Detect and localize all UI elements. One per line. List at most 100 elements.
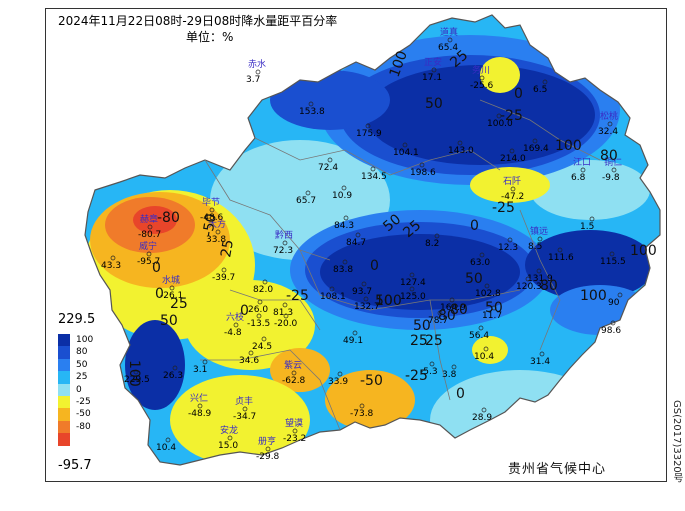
station-marker: 100.0 <box>487 113 513 129</box>
station-value: 100.0 <box>487 119 513 129</box>
station-name: 松桃 <box>600 110 618 122</box>
station-value: 10.4 <box>156 443 176 453</box>
contour-label: 25 <box>425 333 443 349</box>
station-dot <box>341 185 347 191</box>
station-value: -5.3 <box>420 367 438 377</box>
contour-label: 100 <box>580 288 607 304</box>
station-dot <box>146 251 152 257</box>
station-marker: 10.4 <box>474 346 494 362</box>
contour-label: -80 <box>157 210 180 226</box>
station-value: 108.1 <box>320 292 346 302</box>
station-value: 10.4 <box>474 352 494 362</box>
station-dot <box>172 365 178 371</box>
station-name: 册亨 <box>258 435 276 447</box>
station-value: -48.6 <box>200 213 224 223</box>
station-value: 78.7 <box>428 316 448 326</box>
station-value: 15.0 <box>218 441 238 451</box>
station-marker: 6.5 <box>533 79 548 95</box>
station-name: 六枝 <box>226 311 244 323</box>
station-dot <box>525 276 531 282</box>
station-dot <box>255 69 261 75</box>
station-value: 33.8 <box>206 235 226 245</box>
station-marker: 164.9 <box>440 297 466 313</box>
station-marker: 214.0 <box>500 148 526 164</box>
legend-swatch <box>58 371 70 384</box>
station-dot <box>283 313 289 319</box>
station-dot <box>242 406 248 412</box>
station-dot <box>437 310 443 316</box>
contour-label: 25 <box>170 296 188 312</box>
map-unit: 单位：% <box>186 30 234 44</box>
station-value: 131.9 <box>527 274 553 284</box>
station-marker: 12.3 <box>498 237 518 253</box>
station-value: -47.2 <box>501 192 524 202</box>
contour-label: 80 <box>438 308 456 324</box>
station-dot <box>491 305 497 311</box>
station-marker: 90 <box>608 292 623 308</box>
station-dot <box>611 167 617 173</box>
station-marker: 104.1 <box>393 142 419 158</box>
station-value: -80.7 <box>138 230 161 240</box>
station-marker: 229.5 <box>124 369 150 385</box>
station-value: 65.7 <box>296 196 316 206</box>
station-value: 81.3 <box>273 308 293 318</box>
legend-min-label: -95.7 <box>58 458 92 473</box>
station-value: 120.3 <box>516 282 542 292</box>
legend-entry <box>58 433 100 446</box>
station-name: 紫云 <box>284 360 302 371</box>
legend-label: -50 <box>76 409 91 420</box>
legend-swatch <box>58 383 70 396</box>
station-dot <box>409 272 415 278</box>
station-marker: 63.0 <box>470 252 490 268</box>
station-dot <box>536 268 542 274</box>
station-marker: 111.6 <box>548 247 574 263</box>
station-value: 8.5 <box>528 242 542 252</box>
legend-entry: 25 <box>58 371 100 384</box>
station-dot <box>359 403 365 409</box>
station-dot <box>479 75 485 81</box>
station-value: 3.7 <box>246 75 260 85</box>
station-dot <box>292 428 298 434</box>
station-dot <box>449 297 455 303</box>
contour-label: -25 <box>286 288 309 304</box>
station-marker: 道真 65.4 <box>438 26 458 53</box>
station-value: 56.4 <box>469 331 489 341</box>
station-dot <box>457 140 463 146</box>
contour-label: -25 <box>500 108 523 124</box>
contour-label: 100 <box>555 138 582 154</box>
legend-swatch <box>58 408 70 421</box>
legend-entry: 0 <box>58 383 100 396</box>
station-name: 大方 <box>208 218 226 230</box>
legend-entry: -25 <box>58 395 100 409</box>
station-marker: 石阡 -47.2 <box>501 176 524 202</box>
station-value: -39.7 <box>212 273 235 283</box>
contour-label: 0 <box>514 86 523 102</box>
station-dot <box>308 101 314 107</box>
station-marker: 72.4 <box>318 157 338 173</box>
station-dot <box>370 166 376 172</box>
station-marker: 黔西 72.3 <box>273 229 293 256</box>
station-marker: 153.8 <box>299 101 325 117</box>
contour-label: 50 <box>425 96 443 112</box>
contour-label: 50 <box>485 300 503 316</box>
station-marker: 册亨 -29.8 <box>256 435 280 462</box>
station-marker: 铜仁 -9.8 <box>602 156 622 183</box>
station-dot <box>607 121 613 127</box>
station-marker: 82.0 <box>253 279 273 295</box>
station-value: -23.2 <box>283 434 306 444</box>
station-marker: 134.5 <box>361 166 387 182</box>
station-value: 3.8 <box>442 370 457 380</box>
station-marker: 正安 17.1 <box>422 56 442 83</box>
station-dot <box>262 279 268 285</box>
station-value: 72.4 <box>318 163 338 173</box>
legend-swatch <box>58 433 70 446</box>
station-dot <box>539 351 545 357</box>
station-marker: 1.5 <box>580 216 595 232</box>
station-marker: 81.3 <box>273 302 293 318</box>
station-dot <box>282 240 288 246</box>
contour-label: 0 <box>152 260 161 276</box>
contour-label: 50 <box>413 318 431 334</box>
station-marker: 120.3 <box>516 276 542 292</box>
station-marker: 34.6 <box>239 350 259 366</box>
